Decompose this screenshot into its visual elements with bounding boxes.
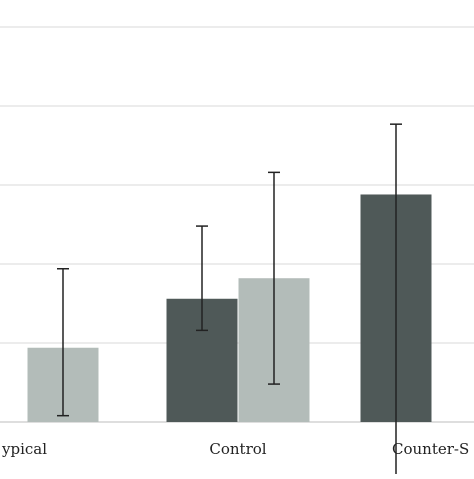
category-label: Control [209,440,266,458]
error-bars [57,123,402,479]
bars [27,194,432,422]
category-labels: ypical Control Counter-S [1,440,469,458]
category-label: ypical [1,440,47,458]
category-label: Counter-S [392,440,469,458]
